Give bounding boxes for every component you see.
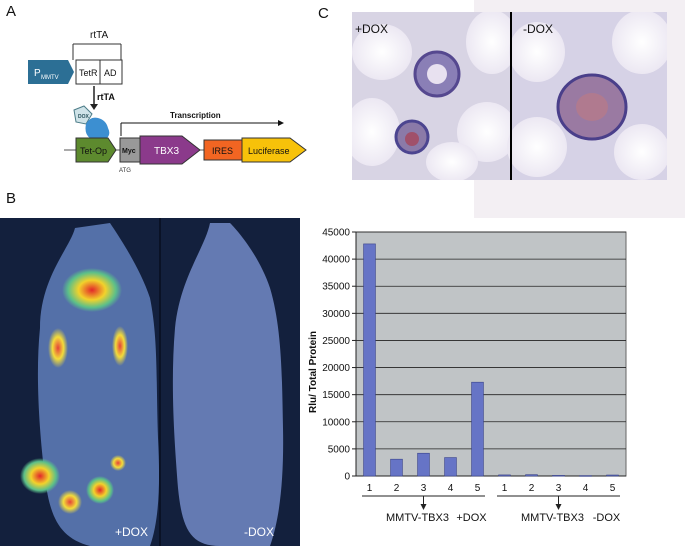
panel-label-a: A [6,3,17,20]
luciferase-bar-chart: Rlu/ Total Protein 0 5000 10000 15000 20000 2… [308,228,627,524]
y-tick-label: 20000 [322,363,350,374]
group-label: MMTV-TBX3 [386,512,449,524]
tetr-label: TetR [79,68,98,78]
x-tick-label: 5 [610,483,616,494]
luciferase-label: Luciferase [248,146,290,156]
bar [525,474,538,477]
bar [363,243,376,477]
rtta-protein [85,117,110,142]
ires-label: IRES [212,146,233,156]
bar [579,475,592,477]
y-tick-label: 10000 [322,417,350,428]
x-tick-label: 4 [448,483,454,494]
rtta-top-label: rtTA [90,30,108,41]
panel-label-b: B [6,190,17,207]
panel-label-c: C [318,5,329,22]
dox-label: DOX [78,114,90,120]
luciferase-arrow [241,137,307,163]
bar [417,452,430,477]
ad-label: AD [104,68,117,78]
promoter-arrow [28,60,74,84]
bioluminescence-image [0,218,300,546]
y-tick-label: 40000 [322,255,350,266]
tbx3-arrow [139,135,201,165]
group-label: MMTV-TBX3 [521,512,584,524]
ad-box [99,59,123,85]
x-tick-label: 2 [394,483,400,494]
atg-label: ATG [119,168,131,174]
group-treatment-label: +DOX [456,512,487,524]
myc-label: Myc [122,148,136,155]
dox-molecule [73,105,93,125]
x-tick-label: 1 [367,483,373,494]
bar [390,458,403,477]
x-tick-label: 2 [529,483,535,494]
transcription-label: Transcription [170,111,221,120]
group-treatment-label: -DOX [593,512,621,524]
mouse-dox-plus-label: +DOX [115,525,149,539]
x-tick-label: 3 [556,483,562,494]
y-tick-label: 15000 [322,390,350,401]
promoter-sub-label: MMTV [41,75,59,81]
tet-op-arrow [75,137,117,163]
x-tick-label: 3 [421,483,427,494]
histology-dox-plus-label: +DOX [355,22,389,36]
rtta-side-label: rtTA [97,92,115,102]
y-tick-label: 45000 [322,228,350,239]
y-tick-label: 5000 [328,444,351,455]
mouse-dox-minus-label: -DOX [244,525,274,539]
group-arrow-head [555,504,562,510]
bar [606,474,619,477]
promoter-label: P [34,68,41,79]
y-tick-label: 25000 [322,336,350,347]
bar [552,475,565,477]
histology-image [352,12,667,180]
x-tick-label: 4 [583,483,589,494]
tbx3-label: TBX3 [154,146,179,157]
tetr-box [75,59,101,85]
y-tick-label: 0 [344,472,350,483]
plot-area [355,231,627,477]
tet-op-label: Tet-Op [80,146,107,156]
bar [498,474,511,477]
construct-diagram: rtTA P MMTV TetR AD rtTA DOX Tet-Op Myc … [28,30,307,174]
y-axis-label: Rlu/ Total Protein [308,331,319,413]
bar [444,457,457,477]
y-tick-label: 35000 [322,282,350,293]
y-tick-label: 30000 [322,309,350,320]
group-arrow-head [420,504,427,510]
x-tick-label: 5 [475,483,481,494]
bar [471,381,484,477]
histology-dox-minus-label: -DOX [523,22,553,36]
x-tick-label: 1 [502,483,508,494]
